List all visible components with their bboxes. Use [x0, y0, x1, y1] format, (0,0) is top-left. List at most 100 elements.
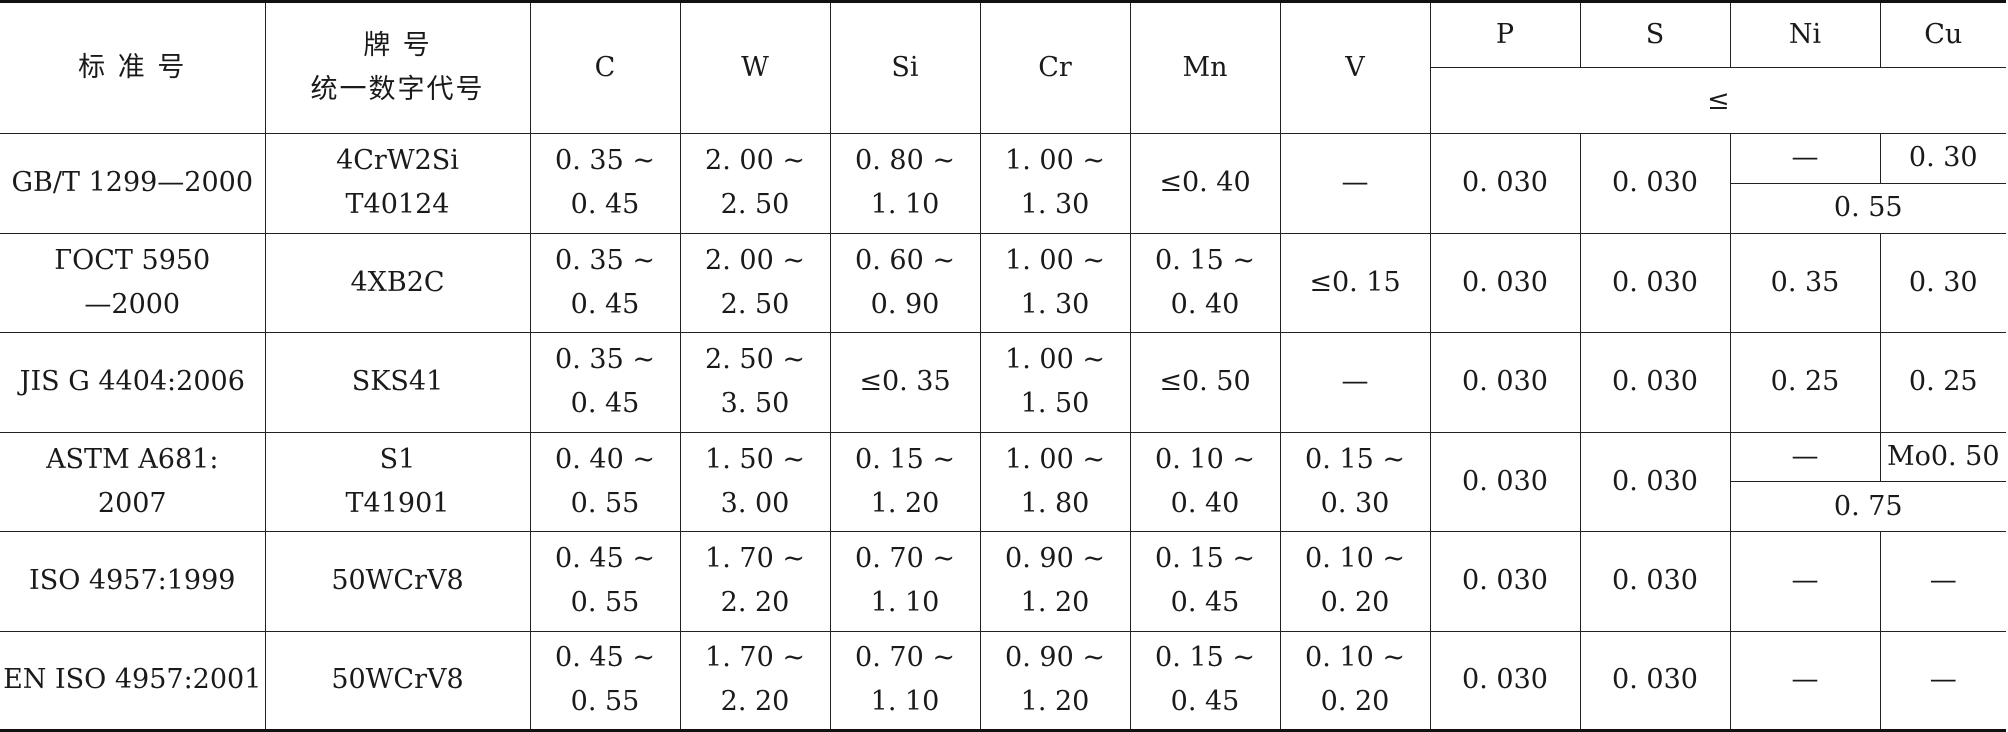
si-cell: 0. 70 ~ 1. 10: [829, 630, 981, 732]
mn-cell-line: 0. 45: [1170, 587, 1240, 619]
c-cell-line: 0. 35 ~: [555, 344, 655, 376]
cr-cell: 1. 00 ~ 1. 30: [979, 133, 1131, 234]
header-v: V: [1279, 0, 1431, 134]
mn-cell-line: 0. 40: [1170, 487, 1240, 519]
standard-cell: ГОСТ 5950 —2000: [0, 232, 266, 333]
c-cell-line: 0. 35 ~: [555, 145, 655, 177]
c-cell: 0. 45 ~ 0. 55: [529, 630, 681, 732]
standard-cell-line: ГОСТ 5950: [54, 244, 211, 276]
c-cell-line: 0. 55: [570, 487, 640, 519]
w-cell: 1. 70 ~ 2. 20: [679, 630, 831, 732]
mn-cell: 0. 15 ~ 0. 40: [1129, 232, 1281, 333]
mn-cell: 0. 10 ~ 0. 40: [1129, 431, 1281, 532]
cr-cell: 1. 00 ~ 1. 30: [979, 232, 1131, 333]
v-cell: —: [1279, 133, 1431, 234]
standard-cell-line: 2007: [97, 487, 167, 519]
ni-cu-combined-cell: 0. 55: [1729, 182, 2006, 234]
header-standard-label: 标 准 号: [78, 52, 187, 83]
si-cell-line: 1. 10: [870, 587, 940, 619]
header-max-symbol: ≤: [1429, 67, 2006, 134]
si-cell-line: 1. 10: [870, 189, 940, 221]
p-cell: 0. 030: [1429, 232, 1581, 333]
header-cr: Cr: [979, 0, 1131, 134]
grade-cell: 50WCrV8: [264, 531, 531, 632]
ni-cell: —: [1729, 531, 1881, 632]
mn-cell-line: 0. 45: [1170, 686, 1240, 718]
v-cell-line: 0. 30: [1320, 487, 1390, 519]
s-cell: 0. 030: [1579, 332, 1731, 433]
c-cell-line: 0. 45 ~: [555, 543, 655, 575]
ni-cell: —: [1729, 133, 1881, 184]
cu-cell: 0. 30: [1879, 232, 2006, 333]
grade-cell: 50WCrV8: [264, 630, 531, 732]
v-cell-line: 0. 10 ~: [1305, 543, 1405, 575]
grade-cell-line: 50WCrV8: [331, 664, 464, 696]
c-cell: 0. 35 ~ 0. 45: [529, 133, 681, 234]
w-cell-line: 2. 00 ~: [705, 244, 805, 276]
c-cell: 0. 45 ~ 0. 55: [529, 531, 681, 632]
standard-cell-line: ASTM A681:: [46, 443, 219, 475]
si-cell-line: 0. 80 ~: [855, 145, 955, 177]
standard-cell: ASTM A681: 2007: [0, 431, 266, 532]
v-cell: —: [1279, 332, 1431, 433]
cr-cell: 0. 90 ~ 1. 20: [979, 531, 1131, 632]
header-grade: 牌 号 统一数字代号: [264, 0, 531, 134]
header-s: S: [1579, 0, 1731, 68]
table-subrow: 0. 55: [0, 182, 2006, 234]
standard-cell-line: GB/T 1299—2000: [11, 167, 254, 199]
v-cell-line: ≤0. 15: [1309, 266, 1401, 298]
w-cell-line: 2. 20: [720, 587, 790, 619]
c-cell-line: 0. 40 ~: [555, 443, 655, 475]
cr-cell-line: 1. 80: [1020, 487, 1090, 519]
v-cell-line: —: [1341, 366, 1369, 398]
c-cell-line: 0. 45 ~: [555, 642, 655, 674]
mn-cell-line: 0. 15 ~: [1155, 543, 1255, 575]
standard-cell-line: EN ISO 4957:2001: [3, 664, 262, 696]
grade-cell-line: 50WCrV8: [331, 565, 464, 597]
header-mn: Mn: [1129, 0, 1281, 134]
table-row: GB/T 1299—2000 4CrW2Si T40124 0. 35 ~ 0. 45 2…: [0, 133, 2006, 234]
standard-cell-line: ISO 4957:1999: [29, 565, 236, 597]
header-cu: Cu: [1879, 0, 2006, 68]
grade-cell-line: SKS41: [351, 366, 444, 398]
cr-cell-line: 1. 20: [1020, 587, 1090, 619]
standard-cell: GB/T 1299—2000: [0, 133, 266, 234]
header-w: W: [679, 0, 831, 134]
si-cell: 0. 70 ~ 1. 10: [829, 531, 981, 632]
table-subrow: 0. 75: [0, 481, 2006, 532]
grade-cell-line: T40124: [345, 189, 450, 221]
w-cell-line: 1. 70 ~: [705, 642, 805, 674]
mn-cell: 0. 15 ~ 0. 45: [1129, 630, 1281, 732]
ni-cell: —: [1729, 431, 1881, 483]
c-cell-line: 0. 55: [570, 686, 640, 718]
mn-cell: ≤0. 50: [1129, 332, 1281, 433]
w-cell: 1. 50 ~ 3. 00: [679, 431, 831, 532]
header-grade-line1: 牌 号: [363, 30, 432, 61]
v-cell: 0. 10 ~ 0. 20: [1279, 531, 1431, 632]
w-cell-line: 2. 20: [720, 686, 790, 718]
w-cell: 2. 00 ~ 2. 50: [679, 232, 831, 333]
mn-cell-line: ≤0. 50: [1159, 366, 1251, 398]
mn-cell-line: ≤0. 40: [1159, 167, 1251, 199]
mn-cell-line: 0. 10 ~: [1155, 443, 1255, 475]
header-standard: 标 准 号: [0, 0, 266, 134]
c-cell-line: 0. 55: [570, 587, 640, 619]
standard-cell: EN ISO 4957:2001: [0, 630, 266, 732]
mn-cell: 0. 15 ~ 0. 45: [1129, 531, 1281, 632]
standard-cell-line: —2000: [84, 288, 181, 320]
v-cell-line: 0. 10 ~: [1305, 642, 1405, 674]
mn-cell-line: 0. 40: [1170, 288, 1240, 320]
s-cell: 0. 030: [1579, 431, 1731, 532]
table-row: EN ISO 4957:2001 50WCrV8 0. 45 ~ 0. 55 1. 70…: [0, 630, 2006, 732]
w-cell: 2. 50 ~ 3. 50: [679, 332, 831, 433]
grade-cell: SKS41: [264, 332, 531, 433]
cr-cell-line: 0. 90 ~: [1005, 642, 1105, 674]
header-ni: Ni: [1729, 0, 1881, 68]
standard-cell: ISO 4957:1999: [0, 531, 266, 632]
mn-cell-line: 0. 15 ~: [1155, 642, 1255, 674]
table-row: ГОСТ 5950 —2000 4XB2C 0. 35 ~0. 45 2. 00 ~2.…: [0, 232, 2006, 333]
w-cell-line: 2. 00 ~: [705, 145, 805, 177]
si-cell-line: 0. 70 ~: [855, 543, 955, 575]
si-cell-line: ≤0. 35: [859, 366, 951, 398]
